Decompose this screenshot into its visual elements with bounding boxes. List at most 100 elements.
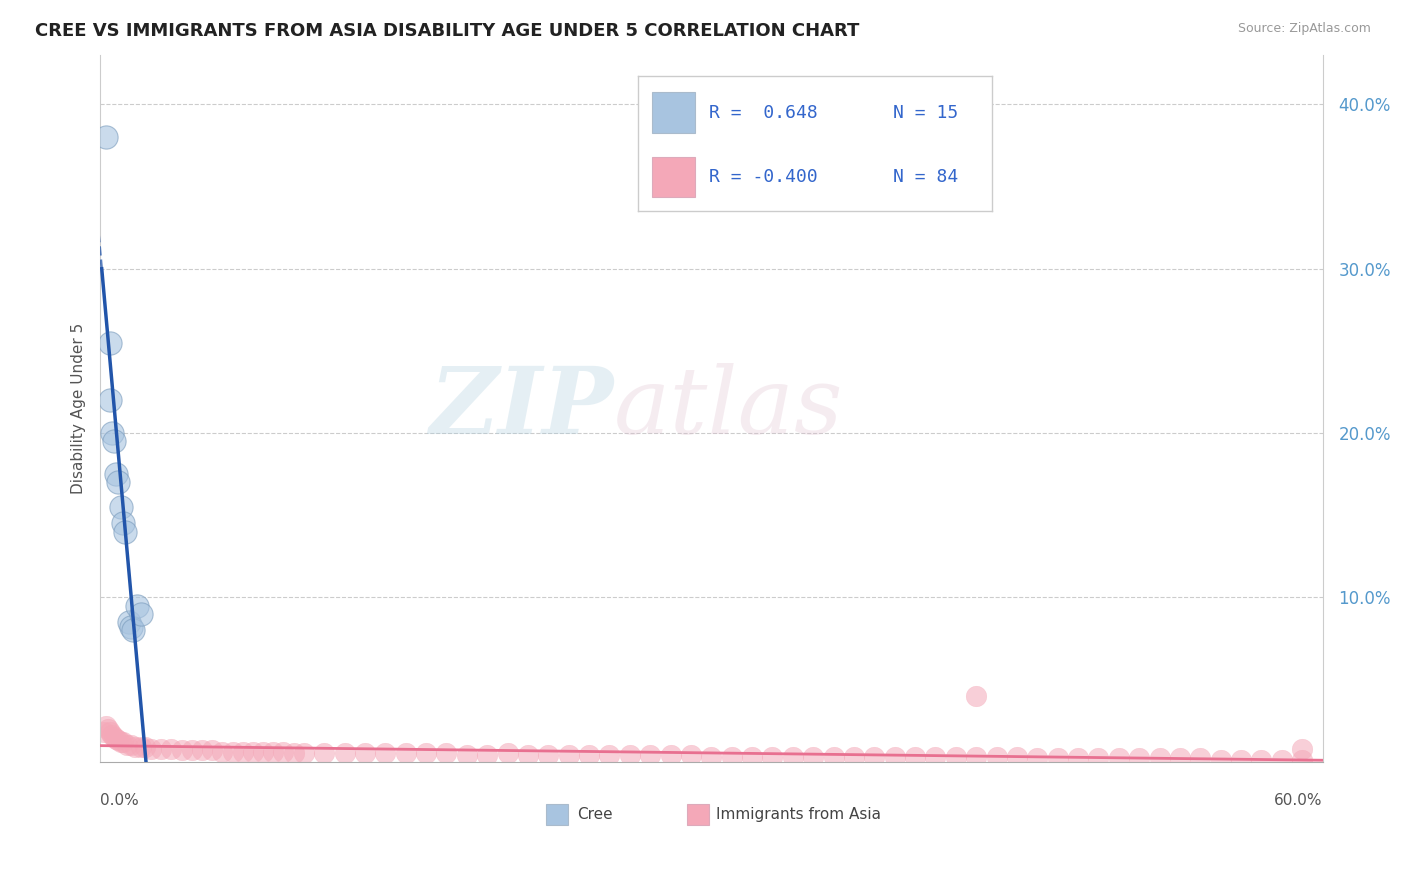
- Point: [1149, 751, 1171, 765]
- Point: [242, 745, 264, 759]
- Point: [374, 747, 396, 761]
- Point: [1005, 749, 1028, 764]
- Point: [578, 748, 600, 763]
- Text: Immigrants from Asia: Immigrants from Asia: [716, 807, 882, 822]
- Text: ZIP: ZIP: [429, 363, 613, 453]
- Point: [121, 624, 143, 638]
- Text: atlas: atlas: [613, 363, 844, 453]
- Point: [720, 749, 742, 764]
- Point: [139, 741, 162, 756]
- Point: [1067, 751, 1090, 765]
- Point: [292, 747, 315, 761]
- Point: [111, 516, 134, 531]
- Point: [456, 748, 478, 763]
- Point: [129, 739, 152, 754]
- FancyBboxPatch shape: [688, 804, 709, 825]
- Point: [134, 739, 156, 754]
- Point: [741, 749, 763, 764]
- Point: [801, 749, 824, 764]
- FancyBboxPatch shape: [547, 804, 568, 825]
- Point: [945, 749, 967, 764]
- Point: [283, 747, 305, 761]
- Text: CREE VS IMMIGRANTS FROM ASIA DISABILITY AGE UNDER 5 CORRELATION CHART: CREE VS IMMIGRANTS FROM ASIA DISABILITY …: [35, 22, 859, 40]
- Point: [823, 749, 845, 764]
- Point: [1209, 753, 1232, 767]
- Point: [118, 615, 141, 629]
- Point: [96, 718, 118, 732]
- Point: [221, 745, 243, 759]
- Point: [496, 747, 519, 761]
- Point: [883, 749, 905, 764]
- Point: [211, 745, 233, 759]
- Text: Source: ZipAtlas.com: Source: ZipAtlas.com: [1237, 22, 1371, 36]
- Point: [201, 743, 224, 757]
- Point: [150, 741, 173, 756]
- Point: [129, 607, 152, 621]
- Point: [98, 725, 121, 739]
- Point: [965, 689, 987, 703]
- Point: [537, 748, 560, 763]
- Point: [965, 749, 987, 764]
- Point: [115, 738, 138, 752]
- Point: [103, 730, 125, 744]
- Point: [1271, 753, 1294, 767]
- Point: [842, 749, 865, 764]
- Point: [314, 747, 336, 761]
- Point: [98, 335, 121, 350]
- Point: [1087, 751, 1109, 765]
- Point: [111, 735, 134, 749]
- Point: [1128, 751, 1150, 765]
- Point: [232, 745, 254, 759]
- Point: [107, 733, 129, 747]
- Point: [1250, 753, 1272, 767]
- Point: [1189, 751, 1212, 765]
- Point: [125, 599, 148, 613]
- Point: [170, 743, 193, 757]
- Point: [679, 748, 702, 763]
- Point: [105, 467, 128, 482]
- Point: [517, 748, 540, 763]
- Point: [1046, 751, 1069, 765]
- Text: 0.0%: 0.0%: [100, 794, 139, 808]
- Point: [96, 130, 118, 145]
- Point: [1108, 751, 1130, 765]
- Point: [1230, 753, 1253, 767]
- Point: [93, 725, 115, 739]
- Point: [761, 749, 783, 764]
- Point: [103, 434, 125, 449]
- Point: [124, 739, 146, 754]
- Point: [415, 747, 437, 761]
- Point: [619, 748, 641, 763]
- Point: [101, 728, 124, 742]
- Point: [105, 731, 128, 746]
- Text: 60.0%: 60.0%: [1274, 794, 1323, 808]
- Point: [700, 749, 723, 764]
- Point: [120, 738, 142, 752]
- Point: [986, 749, 1008, 764]
- Point: [477, 748, 499, 763]
- Point: [180, 743, 202, 757]
- Point: [107, 475, 129, 490]
- Point: [110, 735, 132, 749]
- Point: [638, 748, 661, 763]
- Point: [110, 500, 132, 514]
- Point: [1168, 751, 1191, 765]
- Point: [273, 745, 295, 759]
- Point: [557, 748, 579, 763]
- Point: [904, 749, 927, 764]
- Point: [659, 748, 682, 763]
- Point: [114, 524, 136, 539]
- Point: [782, 749, 804, 764]
- Point: [191, 743, 214, 757]
- Point: [262, 745, 284, 759]
- Point: [598, 748, 620, 763]
- Point: [395, 747, 418, 761]
- Y-axis label: Disability Age Under 5: Disability Age Under 5: [72, 323, 86, 494]
- Point: [863, 749, 886, 764]
- Point: [98, 393, 121, 408]
- Point: [436, 747, 458, 761]
- Point: [97, 722, 120, 736]
- Point: [101, 425, 124, 440]
- Point: [1026, 751, 1049, 765]
- Point: [354, 747, 377, 761]
